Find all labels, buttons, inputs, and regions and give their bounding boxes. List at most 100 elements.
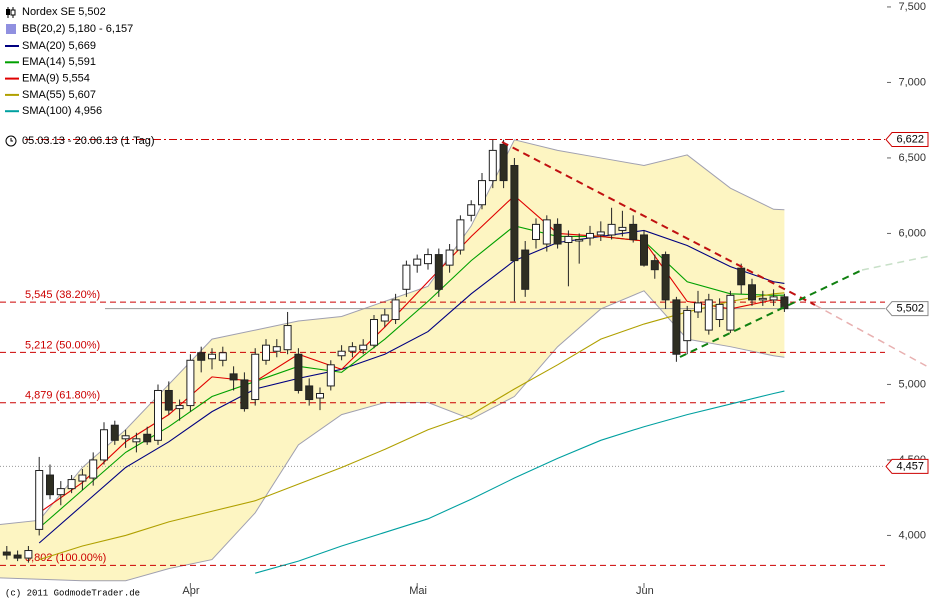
candle-body — [359, 344, 368, 351]
candle-body — [683, 309, 692, 342]
price-box-label: 5,502 — [896, 303, 924, 315]
plot-area: 5,545 (38.20%) 5,212 (50.00%) 4,879 (61.80… — [0, 139, 885, 582]
candle-body — [110, 424, 119, 441]
price-box — [885, 132, 929, 148]
trend-line-up — [679, 269, 863, 358]
candle-body — [780, 296, 789, 310]
y-tick-label: 6,500 — [898, 152, 926, 164]
price-box — [885, 301, 929, 317]
candle-body — [445, 249, 454, 266]
candle-body — [607, 223, 616, 236]
candle-body — [532, 223, 540, 240]
candle-body — [89, 459, 98, 479]
candle-body — [596, 231, 605, 236]
candle-body — [575, 238, 584, 242]
candle-body — [272, 346, 281, 352]
candle-body — [67, 479, 76, 490]
candle-body — [186, 359, 195, 407]
candle-body — [240, 379, 249, 410]
candle-body — [305, 385, 314, 401]
legend: Nordex SE 5,502 05.03.13 - 20.06.13 (1 T… — [5, 6, 155, 147]
x-tick-label: Mai — [409, 585, 427, 597]
candle-body — [2, 551, 11, 556]
candle-body — [542, 219, 551, 245]
candle-icon — [6, 7, 16, 18]
legend-label: EMA(14) 5,591 — [22, 56, 96, 68]
candle-body — [46, 474, 54, 496]
candle-body — [143, 433, 152, 443]
candle-body — [478, 180, 486, 206]
candle-body — [78, 474, 87, 482]
candle-body — [510, 164, 519, 262]
candle-body — [715, 303, 724, 321]
candle-body — [24, 550, 33, 559]
candle-body — [748, 284, 756, 301]
legend-label: SMA(100) 4,956 — [22, 105, 102, 117]
candle-body — [380, 314, 389, 322]
candle-body — [402, 264, 411, 290]
price-box-label: 4,457 — [896, 460, 924, 472]
legend-swatch — [6, 24, 16, 34]
candle-body — [434, 254, 443, 290]
fib-label: 4,879 (61.80%) — [25, 390, 100, 402]
candle-body — [121, 435, 130, 440]
candle-body — [704, 299, 713, 331]
legend-label: SMA(55) 5,607 — [22, 89, 96, 101]
candle-body — [164, 389, 173, 411]
legend-title: Nordex SE 5,502 — [22, 6, 106, 18]
candle-body — [726, 294, 735, 331]
candle-body — [694, 302, 702, 313]
x-tick-label: Jun — [636, 585, 654, 597]
y-tick-label: 7,000 — [898, 76, 926, 88]
candle-body — [564, 235, 573, 244]
candle-body — [499, 143, 508, 182]
trend-line-down-ext — [814, 304, 930, 369]
candle-body — [391, 299, 400, 321]
candle-body — [467, 204, 476, 216]
candle-body — [294, 353, 303, 391]
candle-body — [262, 344, 270, 361]
fib-label: 3,802 (100.00%) — [25, 552, 106, 564]
candle-body — [251, 353, 260, 401]
candle-body — [13, 554, 22, 559]
candle-body — [553, 223, 562, 245]
indicator-line — [38, 229, 785, 544]
candle-body — [618, 226, 627, 231]
candle-body — [758, 297, 767, 301]
candle-body — [488, 149, 497, 182]
fib-label: 5,545 (38.20%) — [25, 289, 100, 301]
indicator-line — [255, 390, 785, 574]
candle-body — [326, 364, 335, 387]
candle-body — [218, 352, 227, 361]
legend-label: BB(20,2) 5,180 - 6,157 — [22, 23, 133, 35]
fib-label: 5,212 (50.00%) — [25, 339, 100, 351]
candle-body — [629, 223, 638, 240]
y-tick-label: 7,500 — [898, 1, 926, 13]
period: 05.03.13 - 20.06.13 (1 Tag) — [22, 135, 155, 147]
x-tick-label: Apr — [182, 585, 199, 597]
candle-body — [650, 260, 659, 271]
candle-body — [769, 296, 778, 301]
candle-body — [370, 319, 378, 346]
candle-body — [661, 254, 670, 301]
trend-line-up-ext — [861, 255, 930, 271]
candle-body — [229, 373, 238, 381]
candle-body — [154, 389, 162, 441]
y-tick-label: 6,000 — [898, 227, 926, 239]
candle-body — [56, 488, 65, 496]
candle-body — [35, 470, 44, 530]
candle-body — [316, 392, 324, 399]
candle-body — [283, 325, 292, 351]
candle-body — [337, 350, 346, 357]
legend-label: SMA(20) 5,669 — [22, 40, 96, 52]
candle-body — [456, 219, 465, 251]
price-box — [885, 458, 929, 474]
candle-body — [413, 258, 422, 266]
candle-body — [100, 429, 108, 461]
candle-body — [208, 353, 216, 360]
candle-body — [521, 249, 530, 290]
bollinger-fill — [0, 139, 785, 581]
indicator-line — [38, 225, 785, 529]
y-tick-label: 5,000 — [898, 378, 926, 390]
